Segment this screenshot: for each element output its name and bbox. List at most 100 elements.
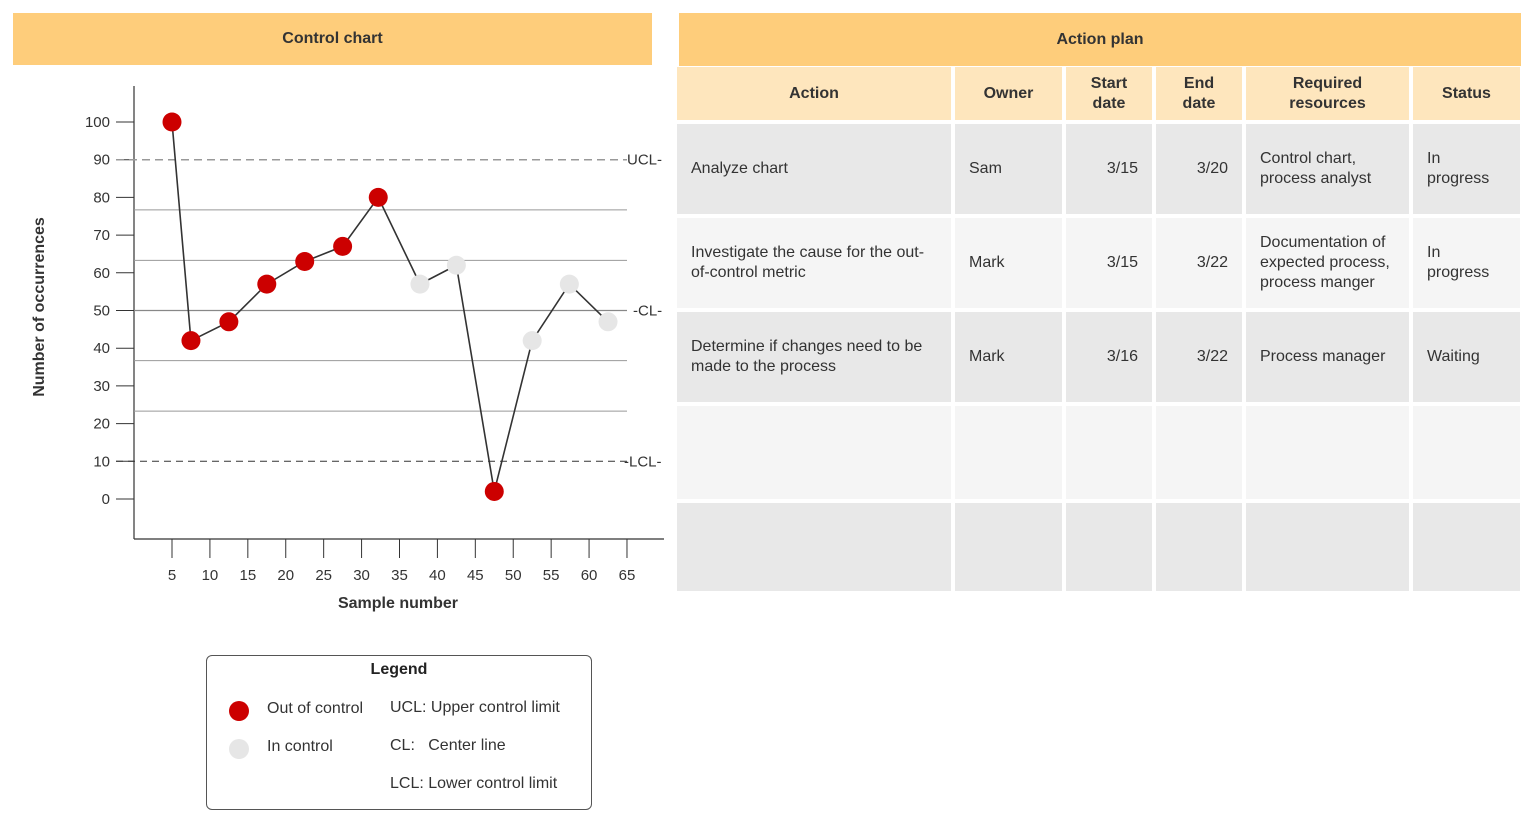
lcl-label: -LCL- [624, 453, 662, 470]
out-of-control-point [333, 236, 353, 256]
cell-start-date [1066, 503, 1152, 591]
table-row: Determine if changes need to be made to … [677, 312, 1520, 402]
cell-owner [955, 503, 1062, 591]
ucl-label: UCL- [627, 152, 662, 169]
legend-out-of-control: Out of control [267, 700, 364, 717]
cell-end-date: 3/20 [1156, 124, 1242, 214]
out-of-control-point [484, 481, 504, 501]
cell-action [677, 503, 951, 591]
x-tick-label: 20 [277, 567, 294, 584]
x-tick-label: 45 [467, 567, 484, 584]
action-plan-table: Action Owner Start date End date Require… [673, 63, 1524, 595]
legend-lcl: LCL: Lower control limit [390, 775, 558, 792]
cell-action: Analyze chart [677, 124, 951, 214]
y-tick-label: 30 [93, 378, 110, 395]
col-status: Status [1413, 67, 1520, 120]
cell-required-resources [1246, 503, 1409, 591]
cell-action [677, 406, 951, 499]
control-chart: 0 10 20 30 40 50 60 70 80 90 100 5 10 15 20 25 30 35 40 45 5… [31, 86, 664, 612]
in-control-point [598, 312, 618, 332]
x-tick-label: 55 [543, 567, 560, 584]
y-tick-label: 0 [102, 491, 110, 508]
out-of-control-marker-icon [229, 701, 249, 721]
cell-end-date: 3/22 [1156, 218, 1242, 308]
control-chart-title: Control chart [13, 13, 652, 65]
table-row: Analyze chart Sam 3/15 3/20 Control chart, p… [677, 124, 1520, 214]
legend-in-control: In control [267, 738, 333, 755]
legend-title: Legend [370, 661, 428, 678]
cell-owner: Mark [955, 218, 1062, 308]
legend-ucl: UCL: Upper control limit [390, 699, 560, 716]
cell-end-date [1156, 503, 1242, 591]
cell-start-date: 3/15 [1066, 218, 1152, 308]
cell-start-date: 3/15 [1066, 124, 1152, 214]
cell-end-date [1156, 406, 1242, 499]
out-of-control-point [368, 187, 388, 207]
legend-cl: CL: Center line [390, 737, 506, 754]
cell-action: Investigate the cause for the out-of-con… [677, 218, 951, 308]
out-of-control-point [181, 331, 201, 351]
cell-status [1413, 503, 1520, 591]
in-control-point [522, 331, 542, 351]
out-of-control-point [257, 274, 277, 294]
cell-owner [955, 406, 1062, 499]
col-owner: Owner [955, 67, 1062, 120]
cell-required-resources: Documentation of expected process, proce… [1246, 218, 1409, 308]
col-end-date: End date [1156, 67, 1242, 120]
in-control-point [410, 274, 430, 294]
in-control-marker-icon [229, 739, 249, 759]
y-tick-label: 50 [93, 303, 110, 320]
cell-start-date [1066, 406, 1152, 499]
x-tick-label: 50 [505, 567, 522, 584]
x-tick-label: 30 [353, 567, 370, 584]
y-tick-label: 10 [93, 453, 110, 470]
y-tick-label: 70 [93, 227, 110, 244]
cell-required-resources [1246, 406, 1409, 499]
legend: Legend Out of control In control UCL: Up… [206, 655, 592, 810]
data-line [171, 121, 609, 492]
out-of-control-point [162, 112, 182, 132]
table-header-row: Action Owner Start date End date Require… [677, 67, 1520, 120]
cell-required-resources: Control chart, process analyst [1246, 124, 1409, 214]
cell-owner: Mark [955, 312, 1062, 402]
y-tick-label: 100 [85, 114, 110, 131]
cell-status [1413, 406, 1520, 499]
cell-required-resources: Process manager [1246, 312, 1409, 402]
cell-status: In progress [1413, 124, 1520, 214]
x-tick-label: 35 [391, 567, 408, 584]
out-of-control-point [219, 312, 239, 332]
col-required-resources-label: Required resources [1289, 74, 1366, 112]
y-tick-label: 40 [93, 340, 110, 357]
x-tick-label: 5 [168, 567, 176, 584]
out-of-control-point [295, 251, 315, 271]
cell-action: Determine if changes need to be made to … [677, 312, 951, 402]
cell-owner: Sam [955, 124, 1062, 214]
cell-status: Waiting [1413, 312, 1520, 402]
cl-label: -CL- [633, 303, 662, 320]
y-tick-label: 90 [93, 152, 110, 169]
cell-status: In progress [1413, 218, 1520, 308]
col-start-date-label: Start date [1090, 74, 1128, 112]
col-start-date: Start date [1066, 67, 1152, 120]
x-tick-label: 10 [202, 567, 219, 584]
y-tick-label: 20 [93, 416, 110, 433]
x-tick-label: 40 [429, 567, 446, 584]
x-tick-label: 65 [619, 567, 636, 584]
action-plan-title: Action plan [679, 13, 1521, 66]
in-control-point [446, 255, 466, 275]
y-tick-label: 80 [93, 189, 110, 206]
x-tick-label: 15 [239, 567, 256, 584]
x-axis-label: Sample number [338, 595, 458, 612]
table-row [677, 503, 1520, 591]
x-tick-label: 25 [315, 567, 332, 584]
col-action: Action [677, 67, 951, 120]
in-control-point [559, 274, 579, 294]
cell-start-date: 3/16 [1066, 312, 1152, 402]
table-row: Investigate the cause for the out-of-con… [677, 218, 1520, 308]
col-end-date-label: End date [1182, 74, 1216, 112]
col-required-resources: Required resources [1246, 67, 1409, 120]
y-axis-label: Number of occurrences [31, 217, 48, 397]
cell-end-date: 3/22 [1156, 312, 1242, 402]
x-tick-label: 60 [581, 567, 598, 584]
y-tick-label: 60 [93, 265, 110, 282]
